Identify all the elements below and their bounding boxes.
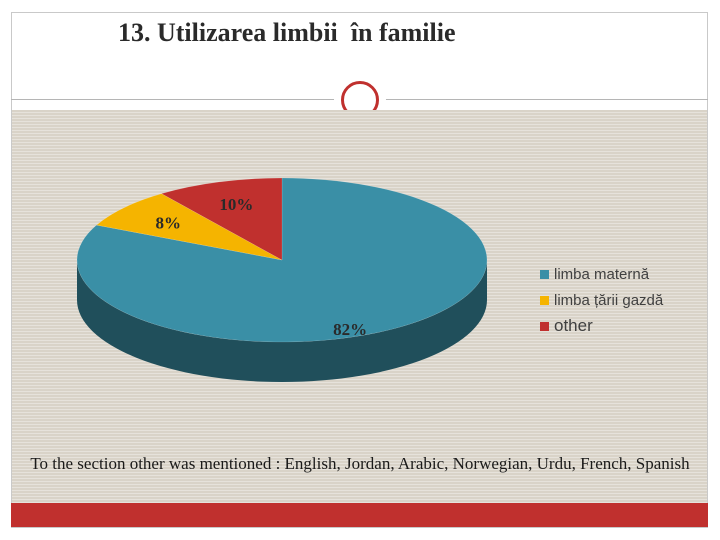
legend-swatch-limba-tarii-gazda: [540, 296, 549, 305]
pie-slice-limba-materna: [76, 177, 488, 343]
data-label-other: 10%: [219, 195, 253, 214]
pie-top: [76, 177, 488, 343]
chart-area: 82% 8% 10% limba maternă limba țării gazdă o…: [12, 110, 707, 503]
data-label-limba-materna: 82%: [333, 320, 367, 339]
legend-swatch-other: [540, 322, 549, 331]
pie-sides: [77, 260, 487, 382]
pie-side-limba-materna: [77, 260, 487, 382]
pie-chart: 82% 8% 10% limba maternă limba țării gazdă o…: [76, 177, 664, 382]
legend-label-limba-materna: limba maternă: [554, 266, 650, 283]
legend-label-other: other: [554, 316, 593, 335]
footnote-text: To the section other was mentioned : Eng…: [30, 454, 690, 473]
slide-title: 13. Utilizarea limbii în familie: [118, 18, 456, 47]
pie-slice-other: [160, 177, 283, 261]
data-label-limba-tarii-gazda: 8%: [156, 213, 182, 232]
legend-label-limba-tarii-gazda: limba țării gazdă: [554, 292, 664, 309]
legend: limba maternă limba țării gazdă other: [540, 266, 664, 335]
footer-bar: [11, 503, 708, 527]
pie-data-labels: 82% 8% 10%: [156, 195, 368, 339]
legend-swatch-limba-materna: [540, 270, 549, 279]
pie-slice-limba-tarii-gazda: [95, 193, 283, 261]
